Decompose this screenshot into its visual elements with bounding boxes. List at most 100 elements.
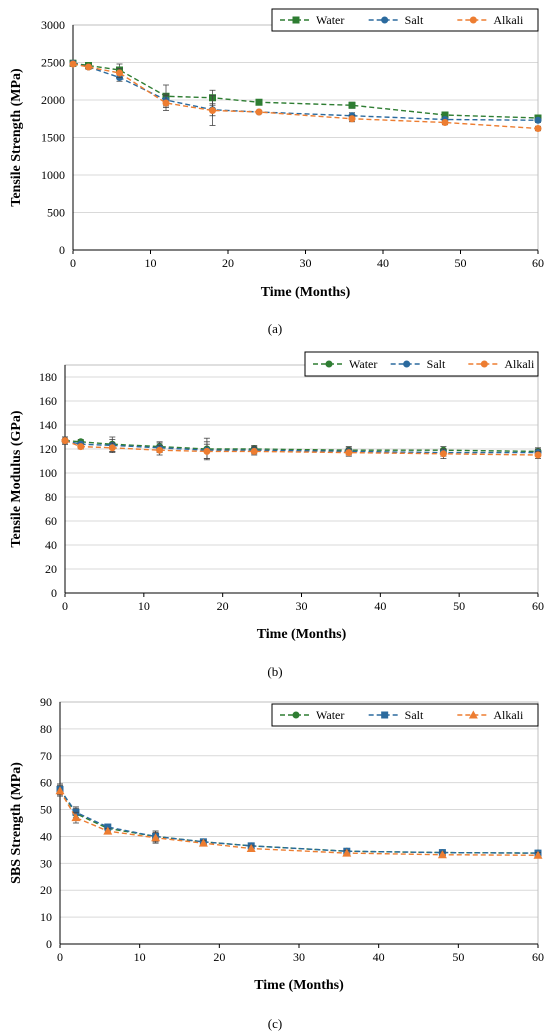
x-tick-label: 30 [296,599,308,613]
x-tick-label: 60 [532,950,544,964]
y-tick-label: 70 [40,749,52,763]
x-tick-label: 40 [374,599,386,613]
series-salt [56,783,542,857]
data-point [255,108,263,116]
data-point [203,447,211,455]
series-line [59,789,539,854]
legend: Water Salt Alkali [271,703,539,727]
legend-label: Salt [427,357,446,371]
series-line [64,439,538,454]
y-tick-label: 0 [46,937,52,951]
y-axis-title: Tensile Strength (MPa) [9,68,24,207]
legend-swatch-marker [325,360,333,368]
y-tick-label: 180 [39,370,57,384]
series-line [59,788,539,854]
legend-box [304,351,539,377]
data-point [441,119,449,126]
series-alkali [61,436,542,460]
y-tick-label: 60 [45,514,57,528]
data-point [55,786,65,795]
legend-entry: Alkali [457,708,524,722]
data-point [61,437,69,445]
data-point [156,446,164,454]
data-point [250,447,258,455]
x-axis-title: Time (Months) [261,285,351,300]
y-tick-label: 120 [39,442,57,456]
series-line [72,63,539,130]
legend-entry: Water [280,13,344,27]
plot-area [64,364,539,594]
legend-entry: Salt [368,13,424,27]
legend-entry: Salt [368,708,424,722]
x-tick-label: 10 [134,950,146,964]
y-tick-label: 60 [40,776,52,790]
x-tick-label: 50 [455,256,467,270]
y-tick-label: 500 [47,206,65,220]
legend-swatch-marker [469,16,477,24]
data-point [209,107,216,114]
data-point [342,848,352,857]
data-point [345,449,353,457]
x-tick-label: 50 [452,950,464,964]
series-line [72,62,539,121]
y-tick-label: 140 [39,418,57,432]
legend-entry: Water [280,708,344,722]
data-point [348,101,356,109]
y-tick-label: 90 [40,695,52,709]
x-tick-label: 20 [213,950,225,964]
x-tick-label: 60 [532,599,544,613]
series-water [61,436,542,461]
legend-swatch-marker [468,710,478,719]
legend-label: Alkali [504,357,535,371]
legend-label: Water [316,13,344,27]
data-point [255,98,263,106]
legend-swatch-marker [381,711,389,719]
y-tick-label: 100 [39,466,57,480]
x-axis-title: Time (Months) [254,978,344,993]
legend-label: Salt [405,13,424,27]
legend-entry: Alkali [457,13,524,27]
data-point [534,116,542,124]
legend-swatch-marker [292,711,300,719]
legend-label: Water [349,357,377,371]
legend-box [271,8,539,32]
series-line [59,790,539,856]
y-tick-label: 20 [40,883,52,897]
plot-area [59,701,539,945]
data-point [85,63,92,71]
x-tick-label: 40 [373,950,385,964]
y-tick-label: 2000 [41,93,65,107]
legend-entry: Water [313,357,377,371]
series-line [64,439,539,456]
data-point [441,111,449,119]
data-point [437,850,447,859]
x-tick-label: 0 [70,256,76,270]
x-tick-label: 40 [377,256,389,270]
data-point [534,451,542,459]
legend-label: Salt [405,708,424,722]
legend-entry: Salt [390,357,446,371]
x-tick-label: 30 [300,256,312,270]
y-tick-label: 80 [45,490,57,504]
data-point [198,838,208,847]
x-tick-label: 10 [138,599,150,613]
y-tick-label: 40 [45,538,57,552]
chart-panel-a: 0 500 1000 1500 2000 2500 3000 0 10 20 30 40 50 60 Tim… [9,8,544,336]
data-point [71,813,81,822]
data-point [246,844,256,853]
data-point [348,115,356,123]
legend-swatch-marker [292,16,300,24]
data-point [534,125,542,132]
data-point [103,826,113,835]
legend-label: Alkali [493,13,524,27]
y-tick-label: 1000 [41,168,65,182]
series-line [72,62,539,119]
y-tick-label: 40 [40,829,52,843]
data-point [108,444,116,452]
x-tick-label: 30 [293,950,305,964]
y-tick-label: 160 [39,394,57,408]
y-tick-label: 20 [45,562,57,576]
y-tick-label: 1500 [41,131,65,145]
legend: Water Salt Alkali [271,8,539,32]
legend-swatch-marker [381,16,389,24]
